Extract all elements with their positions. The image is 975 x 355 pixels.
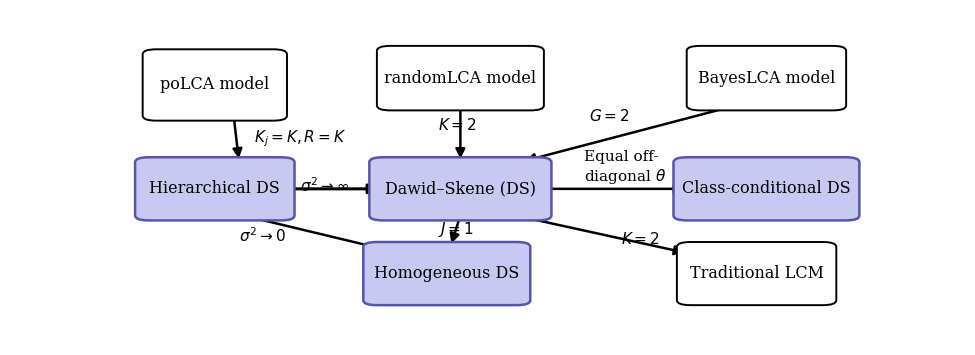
Text: $\sigma^2 \rightarrow \infty$: $\sigma^2 \rightarrow \infty$: [299, 176, 349, 195]
Text: $K = 2$: $K = 2$: [438, 116, 477, 133]
Text: randomLCA model: randomLCA model: [384, 70, 536, 87]
Text: $K = 2$: $K = 2$: [621, 231, 659, 247]
Text: BayesLCA model: BayesLCA model: [698, 70, 836, 87]
Text: $G = 2$: $G = 2$: [589, 108, 630, 124]
FancyBboxPatch shape: [677, 242, 837, 305]
FancyBboxPatch shape: [136, 157, 294, 220]
Text: Traditional LCM: Traditional LCM: [689, 265, 824, 282]
FancyBboxPatch shape: [686, 46, 846, 110]
Text: $J = 1$: $J = 1$: [438, 219, 474, 239]
FancyBboxPatch shape: [377, 46, 544, 110]
Text: Class-conditional DS: Class-conditional DS: [682, 180, 851, 197]
FancyBboxPatch shape: [142, 49, 287, 121]
Text: Dawid–Skene (DS): Dawid–Skene (DS): [385, 180, 536, 197]
Text: Homogeneous DS: Homogeneous DS: [374, 265, 520, 282]
Text: $K_j = K, R = K$: $K_j = K, R = K$: [254, 128, 346, 149]
FancyBboxPatch shape: [364, 242, 530, 305]
Text: $\sigma^2 \rightarrow 0$: $\sigma^2 \rightarrow 0$: [239, 226, 286, 245]
Text: poLCA model: poLCA model: [160, 76, 269, 93]
Text: Equal off-
diagonal $\theta$: Equal off- diagonal $\theta$: [584, 151, 667, 186]
FancyBboxPatch shape: [674, 157, 859, 220]
Text: Hierarchical DS: Hierarchical DS: [149, 180, 280, 197]
FancyBboxPatch shape: [370, 157, 552, 220]
